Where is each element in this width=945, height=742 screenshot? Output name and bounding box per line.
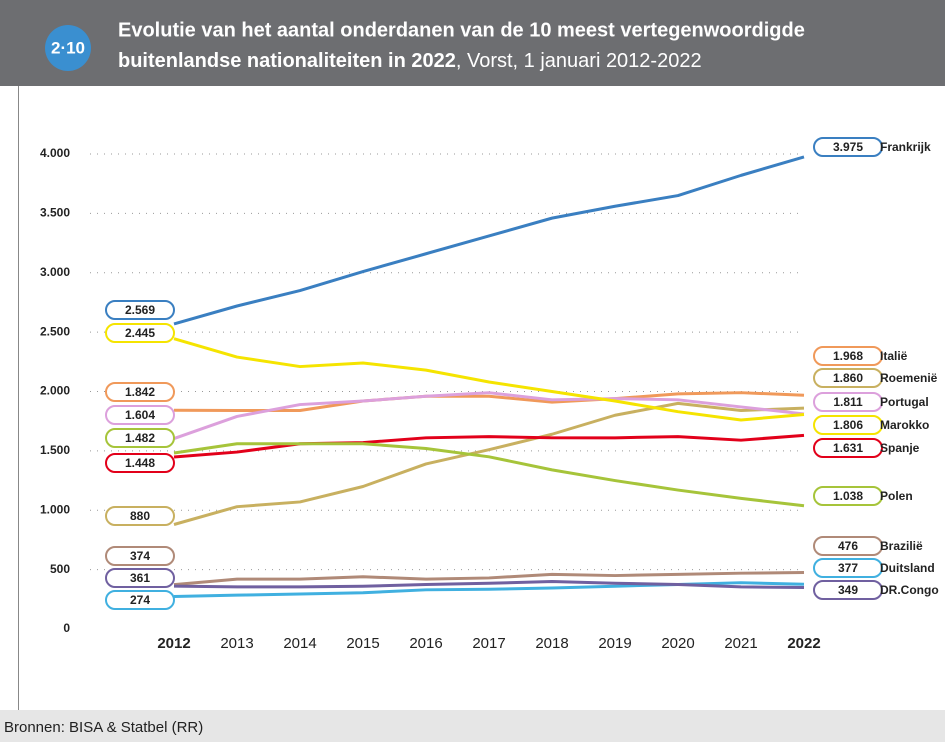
value-label: 1.631 [833, 441, 863, 455]
series-line [173, 433, 805, 459]
y-tick-label: 3.000 [40, 265, 70, 279]
value-label-box [105, 506, 175, 526]
value-label-box [105, 323, 175, 343]
y-tick-label: 2.000 [40, 384, 70, 398]
value-label-box [813, 580, 883, 600]
y-tick-label: 500 [50, 562, 70, 576]
legend-label: Brazilië [880, 539, 923, 553]
series-line [173, 580, 805, 590]
value-label: 1.448 [125, 456, 155, 470]
y-tick-label: 3.500 [40, 206, 70, 220]
figure-badge [45, 25, 91, 71]
x-tick-label: 2016 [409, 635, 442, 652]
series-line [173, 401, 805, 526]
source: Bronnen: BISA & Statbel (RR) [4, 719, 203, 736]
value-label: 349 [838, 583, 858, 597]
value-label: 361 [130, 571, 150, 585]
value-label: 3.975 [833, 140, 863, 154]
series-line [173, 391, 805, 440]
legend-label: Italië [880, 349, 908, 363]
value-label-box [813, 536, 883, 556]
value-label-box [813, 415, 883, 435]
value-label-box [105, 428, 175, 448]
series-line [173, 391, 805, 412]
value-label-box [813, 137, 883, 157]
value-label-box [813, 486, 883, 506]
value-label-box [813, 368, 883, 388]
value-label: 1.604 [125, 408, 155, 422]
x-tick-label: 2014 [283, 635, 316, 652]
value-label: 1.806 [833, 418, 863, 432]
footer-band [0, 710, 945, 742]
chart-title: buitenlandse nationaliteiten in 2022, Vo… [118, 50, 702, 72]
x-tick-label: 2021 [724, 635, 757, 652]
y-tick-label: 4.000 [40, 146, 70, 160]
legend-label: Roemenië [880, 371, 938, 385]
value-label-box [105, 568, 175, 588]
series-line [173, 570, 805, 587]
value-label: 1.038 [833, 489, 863, 503]
value-label-box [105, 453, 175, 473]
value-label-box [105, 590, 175, 610]
x-tick-label: 2018 [535, 635, 568, 652]
value-label: 374 [130, 549, 150, 563]
series-line [173, 155, 805, 326]
value-label: 377 [838, 561, 858, 575]
value-label: 1.968 [833, 349, 863, 363]
value-label: 2.569 [125, 303, 155, 317]
chart-title: Evolutie van het aantal onderdanen van d… [118, 19, 805, 41]
legend-label: Portugal [880, 395, 929, 409]
legend-label: Frankrijk [880, 140, 931, 154]
x-tick-label: 2015 [346, 635, 379, 652]
value-label: 1.482 [125, 431, 155, 445]
value-label: 1.842 [125, 385, 155, 399]
value-label: 1.860 [833, 371, 863, 385]
value-label-box [105, 405, 175, 425]
legend-label: Marokko [880, 418, 929, 432]
legend-label: Polen [880, 489, 913, 503]
legend-label: DR.Congo [880, 583, 939, 597]
value-label-box [105, 546, 175, 566]
x-tick-label: 2017 [472, 635, 505, 652]
chart-title: buitenlandse nationaliteiten in 2022 [118, 50, 456, 72]
header-band [0, 0, 945, 86]
value-label-box [105, 300, 175, 320]
value-label-box [813, 438, 883, 458]
value-label-box [105, 382, 175, 402]
value-label-box [813, 392, 883, 412]
series-line [173, 337, 805, 422]
figure-number: 2·10 [51, 38, 85, 57]
chart-subtitle: , Vorst, 1 januari 2012-2022 [456, 50, 702, 72]
value-label: 880 [130, 509, 150, 523]
legend-label: Duitsland [880, 561, 935, 575]
value-label: 274 [130, 593, 150, 607]
x-tick-label: 2013 [220, 635, 253, 652]
value-label: 476 [838, 539, 858, 553]
legend-label: Spanje [880, 441, 920, 455]
y-tick-label: 1.500 [40, 443, 70, 457]
x-tick-label: 2022 [787, 635, 820, 652]
value-label: 2.445 [125, 326, 155, 340]
y-tick-label: 0 [63, 621, 70, 635]
value-label: 1.811 [833, 395, 863, 409]
x-tick-label: 2019 [598, 635, 631, 652]
value-label-box [813, 346, 883, 366]
series-line [173, 442, 805, 508]
value-label-box [813, 558, 883, 578]
y-tick-label: 2.500 [40, 324, 70, 338]
x-tick-label: 2012 [157, 635, 190, 652]
x-tick-label: 2020 [661, 635, 694, 652]
y-tick-label: 1.000 [40, 502, 70, 516]
